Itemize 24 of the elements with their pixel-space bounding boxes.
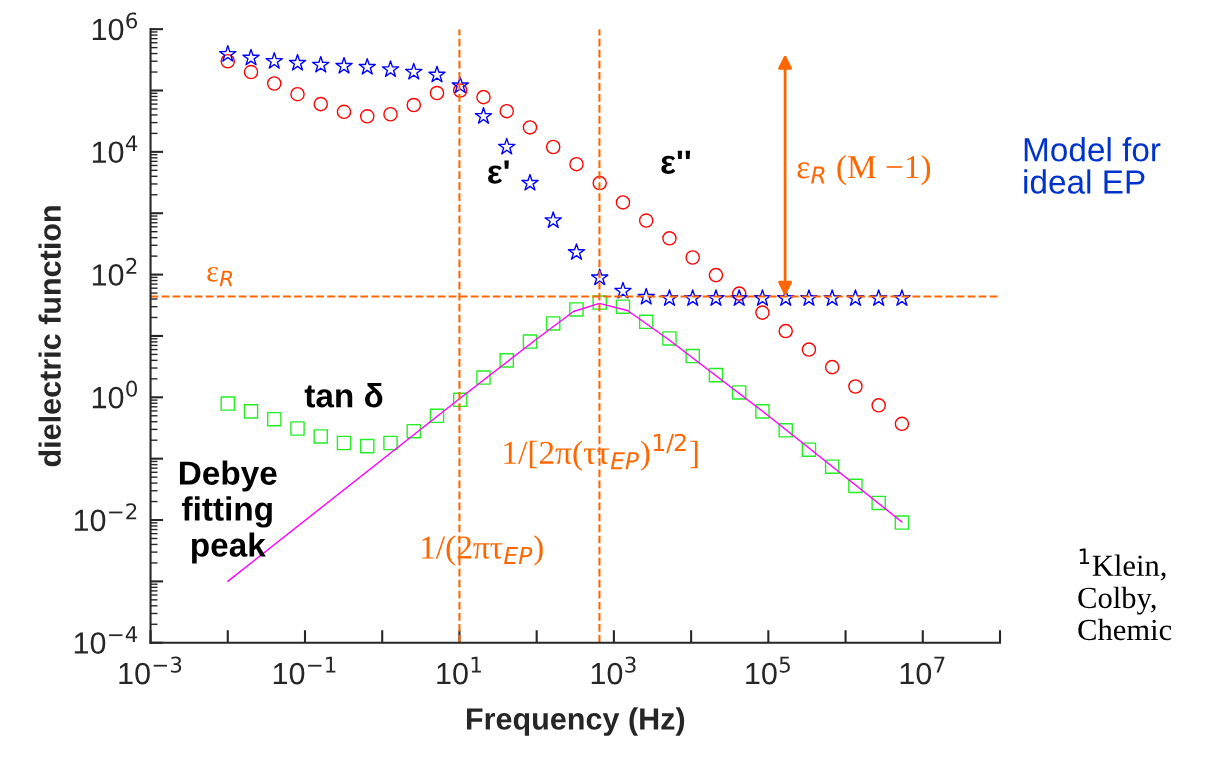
- annotation: ε$_{R}$ (M −1): [797, 154, 931, 186]
- x-axis-title: Frequency (Hz): [466, 707, 685, 736]
- ref-line-label: 1/(2πτ$_{EP}$): [422, 535, 543, 566]
- y-axis-title: dielectric function: [38, 206, 61, 467]
- x-tick-label: 10$^{7}$: [900, 656, 945, 685]
- y-tick-label: 10$^{0}$: [92, 380, 138, 409]
- series-label: ε'': [661, 150, 691, 174]
- x-tick-label: 10$^{−3}$: [119, 656, 182, 685]
- y-tick-label: 10$^{6}$: [92, 12, 138, 41]
- series-label: ε': [488, 160, 509, 184]
- series-label: tan δ: [304, 383, 383, 408]
- ref-line-label: 1/[2π(ττ$_{EP}$)$^{1/2}$]: [504, 433, 698, 471]
- y-tick-label: 10$^{4}$: [92, 135, 138, 164]
- x-tick-label: 10$^{1}$: [437, 656, 481, 685]
- x-tick-label: 10$^{5}$: [746, 656, 790, 685]
- x-tick-label: 10$^{3}$: [591, 656, 636, 685]
- text: $^{1}$Klein, Colby, Chemic: [1078, 548, 1172, 641]
- y-tick-label: 10$^{−4}$: [74, 626, 138, 654]
- y-tick-label: 10$^{2}$: [92, 257, 137, 286]
- ref-line-label: ε$_{R}$: [207, 266, 233, 287]
- series-label: Debye fitting peak: [179, 460, 277, 564]
- text: Model for ideal EP: [1024, 137, 1161, 194]
- x-tick-label: 10$^{−1}$: [273, 656, 336, 685]
- y-tick-label: 10$^{−2}$: [74, 503, 137, 532]
